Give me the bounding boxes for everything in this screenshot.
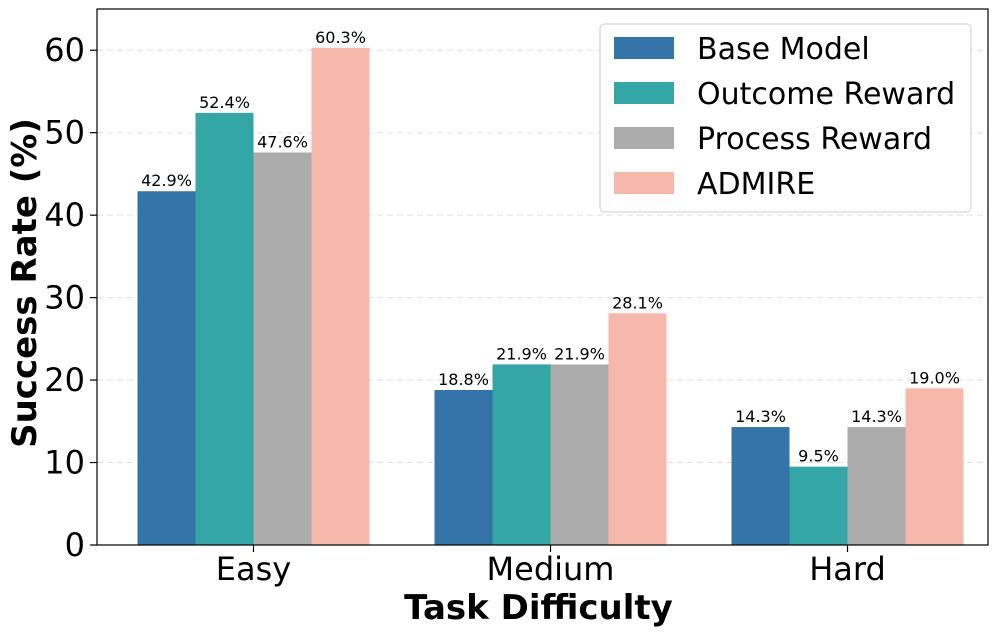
bar-value-label: 9.5%: [798, 447, 839, 466]
bar-value-label: 28.1%: [612, 293, 663, 312]
legend-swatch: [614, 37, 674, 59]
bar: [550, 364, 609, 545]
bar-value-label: 14.3%: [851, 407, 902, 426]
y-tick-label: 40: [44, 196, 85, 234]
legend-swatch: [614, 172, 674, 194]
legend: Base Model Outcome Reward Process Reward AD…: [599, 23, 972, 213]
bar-value-label: 18.8%: [438, 370, 489, 389]
bar-value-label: 60.3%: [315, 28, 366, 47]
y-tick-label: 50: [44, 114, 85, 152]
bar: [311, 47, 370, 545]
legend-swatch: [614, 82, 674, 104]
x-tick-label: Hard: [809, 550, 886, 588]
value-label-layer: 42.9% 52.4% 47.6% 60.3% 18.8% 21.9% 21.9% 28.1%…: [141, 28, 960, 466]
bar-value-label: 21.9%: [554, 344, 605, 363]
y-tick-label: 20: [44, 361, 85, 399]
legend-label: Process Reward: [697, 122, 932, 157]
bar: [253, 152, 312, 545]
legend-label: Outcome Reward: [697, 77, 955, 112]
legend-swatch: [614, 127, 674, 149]
x-axis-title: Task Difficulty: [404, 588, 673, 628]
bar: [731, 427, 790, 545]
bar: [434, 389, 493, 545]
bar: [492, 364, 551, 545]
x-tick-label: Medium: [487, 550, 615, 588]
bar-value-label: 47.6%: [257, 132, 308, 151]
plot-frame: [96, 8, 989, 546]
legend-label: ADMIRE: [697, 167, 815, 202]
x-axis-ticks: Easy Medium Hard: [216, 545, 886, 588]
bar-value-label: 14.3%: [735, 407, 786, 426]
bar-value-label: 52.4%: [199, 93, 250, 112]
bar: [847, 427, 906, 545]
bar-value-label: 42.9%: [141, 171, 192, 190]
legend-box: [599, 23, 972, 213]
bar: [905, 388, 964, 545]
bar: [195, 112, 254, 545]
bar-layer: [137, 47, 964, 546]
bar: [789, 466, 848, 545]
y-axis-title: Success Rate (%): [5, 118, 45, 448]
y-axis-ticks: 0 10 20 30 40 50 60: [44, 31, 97, 564]
x-tick-label: Easy: [216, 550, 291, 588]
bar: [608, 313, 667, 545]
y-tick-label: 10: [44, 444, 85, 482]
bar-value-label: 21.9%: [496, 344, 547, 363]
legend-label: Base Model: [697, 32, 870, 67]
y-tick-label: 30: [44, 279, 85, 317]
y-tick-label: 60: [44, 31, 85, 69]
y-tick-label: 0: [65, 526, 85, 564]
bar: [137, 191, 196, 546]
bar-value-label: 19.0%: [909, 368, 960, 387]
